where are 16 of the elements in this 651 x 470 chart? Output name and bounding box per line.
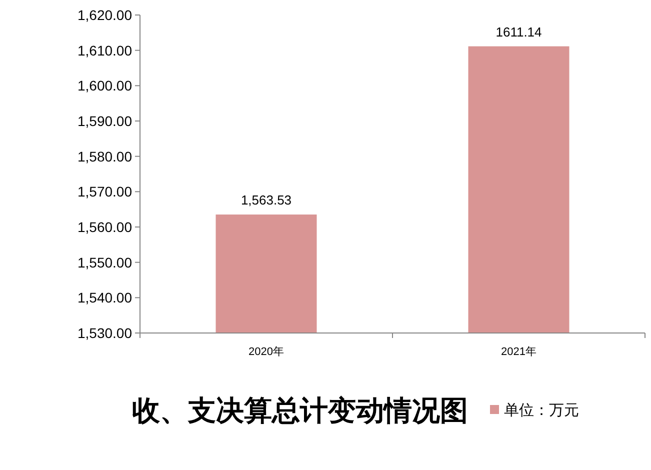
y-tick-label: 1,560.00 (78, 219, 132, 235)
text: 收、支决算总计变动情况图 (132, 395, 468, 427)
y-tick-label: 1,610.00 (78, 42, 132, 58)
legend-label: 单位：万元 (504, 402, 579, 419)
x-tick-label: 2021年 (501, 346, 536, 358)
x-tick-label: 2020年 (248, 346, 284, 358)
y-tick-label: 1,590.00 (78, 113, 132, 129)
data-label: 1,563.53 (240, 192, 292, 208)
y-tick-label: 1,580.00 (78, 148, 132, 164)
y-tick-label: 1,550.00 (78, 254, 132, 270)
y-tick-label: 1,530.00 (78, 325, 132, 341)
y-tick-label: 1,540.00 (78, 290, 132, 306)
data-label: 1611.14 (496, 24, 542, 40)
y-tick-label: 1,620.00 (78, 7, 132, 23)
y-tick-label: 1,600.00 (78, 78, 132, 94)
y-tick-label: 1,570.00 (78, 184, 132, 200)
